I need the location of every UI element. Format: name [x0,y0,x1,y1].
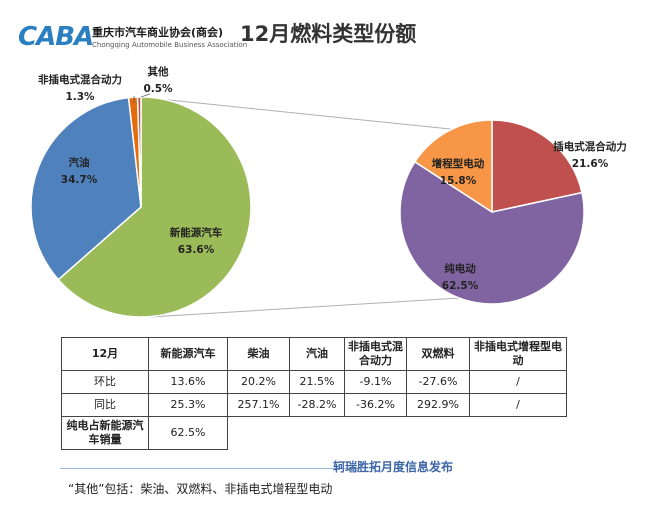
table-cell: -9.1% [344,370,407,394]
slice-nev [57,96,252,318]
nev-breakdown-pie [399,119,585,305]
table-header-cell: 新能源汽车 [148,337,228,371]
label-erev: 增程型电动 [432,157,485,170]
footnote: “其他”包括：柴油、双燃料、非插电式增程型电动 [68,482,333,496]
bev-share-value: 62.5% [148,416,228,450]
label-bev: 纯电动 [444,262,476,275]
value-nev: 63.6% [178,244,215,256]
table-row: 同比 25.3% 257.1% -28.2% -36.2% 292.9% / [61,393,567,417]
fuel-share-pie [30,96,252,318]
logo-english-name: Chongqing Automobile Business Associatio… [92,41,248,49]
pie-charts: 新能源汽车 63.6% 汽油 34.7% 非插电式混合动力 1.3% 其他 0.5% 插电式混合… [30,65,627,318]
label-nev: 新能源汽车 [170,226,223,239]
table-cell: 25.3% [148,393,228,417]
growth-table: 12月 新能源汽车 柴油 汽油 非插电式混合动力 双燃料 非插电式增程型电动 环… [61,337,567,450]
table-header-cell: 非插电式增程型电动 [469,337,567,371]
table-header-cell: 双燃料 [406,337,470,371]
value-bev: 62.5% [442,280,479,292]
table-cell: 13.6% [148,370,228,394]
logo-name: 重庆市汽车商业协会(商会) [92,26,224,39]
row-label-mom: 环比 [61,370,149,394]
slice-erev [413,119,493,214]
leader-other [140,93,151,98]
table-cell: 21.5% [289,370,345,394]
pie-labels: 新能源汽车 63.6% 汽油 34.7% 非插电式混合动力 1.3% 其他 0.5% 插电式混合… [38,65,627,292]
value-gasoline: 34.7% [61,174,98,186]
table-cell: 292.9% [406,393,470,417]
publisher-label: 轲瑞胜拓月度信息发布 [333,460,454,474]
table-header-cell: 12月 [61,337,149,371]
label-non-plugin-hybrid: 非插电式混合动力 [38,73,122,86]
footer-divider [60,468,360,469]
value-erev: 15.8% [440,175,477,187]
table-header-row: 12月 新能源汽车 柴油 汽油 非插电式混合动力 双燃料 非插电式增程型电动 [61,337,567,371]
table-row-bev-share: 纯电占新能源汽车销量 62.5% [61,416,567,450]
value-non-plugin-hybrid: 1.3% [65,91,95,103]
pie-connector-lines [149,97,461,318]
table-row: 环比 13.6% 20.2% 21.5% -9.1% -27.6% / [61,370,567,394]
table-cell: -36.2% [344,393,407,417]
row-label-bev-share: 纯电占新能源汽车销量 [61,416,149,450]
connector-line-bottom [149,297,461,318]
value-phev: 21.6% [572,158,609,170]
label-phev: 插电式混合动力 [553,140,627,153]
slice-phev [491,119,583,213]
label-other: 其他 [148,65,169,78]
table-cell: -28.2% [289,393,345,417]
slice-other [136,96,142,208]
logo: CABA 重庆市汽车商业协会(商会) Chongqing Automobile … [18,22,258,58]
table-header-cell: 汽油 [289,337,345,371]
table-cell: / [469,370,567,394]
label-gasoline: 汽油 [69,156,90,169]
slice-bev [399,160,585,305]
table-cell: 257.1% [227,393,290,417]
logo-mark: CABA [18,22,94,52]
row-label-yoy: 同比 [61,393,149,417]
table-cell: -27.6% [406,370,470,394]
value-other: 0.5% [143,83,173,95]
table-blank [228,417,567,450]
table-cell: 20.2% [227,370,290,394]
slice-gasoline [30,96,142,281]
connector-line-top [149,97,461,131]
table-header-cell: 柴油 [227,337,290,371]
chart-title: 12月燃料类型份额 [240,22,417,46]
table-header-cell: 非插电式混合动力 [344,337,407,371]
table-cell: / [469,393,567,417]
header: CABA 重庆市汽车商业协会(商会) Chongqing Automobile … [0,0,660,60]
